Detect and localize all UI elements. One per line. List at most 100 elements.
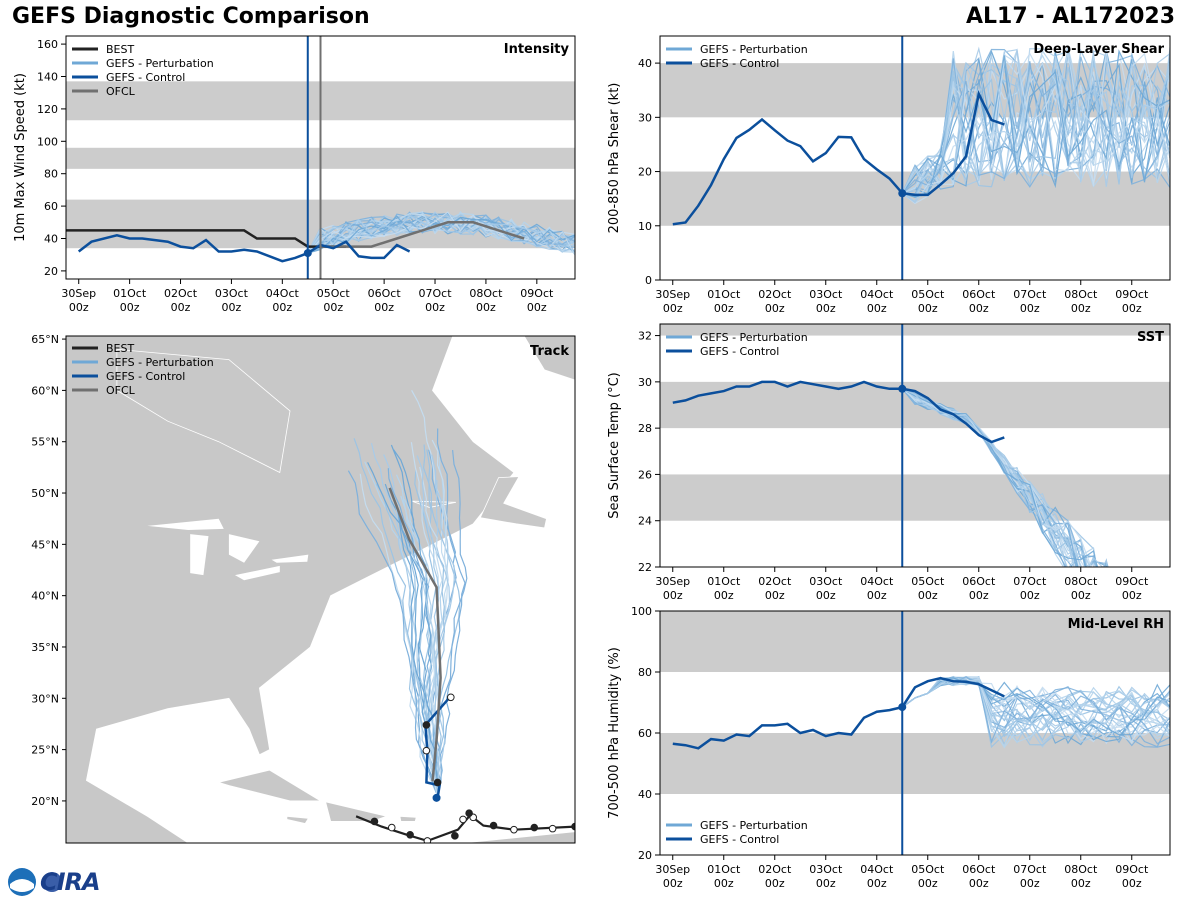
x-tick-label: 04Oct [860, 575, 894, 588]
x-tick-sublabel: 00z [918, 877, 938, 890]
perturbation-track-line [411, 390, 449, 796]
best-track-marker [571, 822, 575, 831]
x-tick-sublabel: 00z [765, 877, 785, 890]
x-tick-label: 06Oct [962, 863, 996, 876]
legend-label: GEFS - Control [106, 370, 185, 383]
best-track-marker [422, 721, 431, 729]
y-tick-label: 32 [638, 330, 652, 343]
lat-tick-label: 40°N [31, 590, 59, 603]
series-line-gefs-control [672, 676, 1005, 750]
intensity-chart: 20 40 60 80 100 120 140 160 10m Max Wind Speed (… [13, 35, 576, 314]
noaa-wave [10, 879, 34, 892]
legend-label: GEFS - Perturbation [700, 331, 808, 344]
perturbation-track-line [416, 455, 440, 796]
land-mass [116, 348, 291, 474]
y-tick-label: 60 [44, 200, 58, 213]
land-mass [479, 476, 547, 529]
series-line-gefs-control [672, 380, 1005, 444]
y-tick-label: 160 [37, 38, 58, 51]
y-tick-label: 20 [638, 849, 652, 862]
y-tick-label: 40 [638, 57, 652, 70]
perturbation-member-line [902, 49, 1170, 194]
y-tick-label: 60 [638, 727, 652, 740]
perturbation-track-line [396, 504, 439, 796]
x-tick-label: 07Oct [1013, 575, 1047, 588]
init-point-marker [898, 189, 907, 198]
y-tick-label: 40 [44, 233, 58, 246]
y-tick-label: 20 [44, 265, 58, 278]
perturbation-member-line [902, 55, 1170, 198]
perturbation-track-line [395, 474, 439, 796]
x-tick-label: 09Oct [1115, 288, 1149, 301]
y-tick-label: 100 [631, 605, 652, 618]
x-tick-sublabel: 00z [663, 877, 683, 890]
y-tick-label: 80 [638, 666, 652, 679]
x-tick-label: 04Oct [860, 863, 894, 876]
great-lake [271, 554, 309, 563]
x-tick-sublabel: 00z [374, 301, 394, 314]
x-tick-sublabel: 00z [1071, 589, 1091, 602]
x-tick-label: 30Sep [655, 863, 690, 876]
x-tick-sublabel: 00z [1122, 302, 1142, 315]
map-area [66, 336, 575, 843]
x-tick-sublabel: 00z [1020, 302, 1040, 315]
y-tick-label: 80 [44, 168, 58, 181]
perturbation-member-line [901, 50, 1170, 194]
x-tick-sublabel: 00z [765, 302, 785, 315]
legend-label: GEFS - Perturbation [700, 819, 808, 832]
x-tick-label: 08Oct [469, 287, 503, 300]
x-tick-label: 02Oct [758, 288, 792, 301]
perturbation-member-line [902, 54, 1170, 195]
x-tick-label: 01Oct [707, 863, 741, 876]
lat-tick-label: 20°N [31, 795, 59, 808]
perturbation-member-line [901, 680, 1170, 746]
x-tick-label: 03Oct [215, 287, 249, 300]
great-lake [147, 518, 224, 530]
x-tick-sublabel: 00z [816, 589, 836, 602]
lat-tick-label: 55°N [31, 436, 59, 449]
land-mass [286, 815, 309, 824]
plot-area [672, 675, 1170, 750]
x-tick-sublabel: 00z [714, 589, 734, 602]
legend-label: OFCL [106, 384, 136, 397]
x-tick-sublabel: 00z [816, 877, 836, 890]
plot-frame [659, 323, 1171, 568]
x-tick-sublabel: 00z [714, 302, 734, 315]
series-line-best [66, 229, 346, 248]
x-tick-label: 05Oct [317, 287, 351, 300]
series-line-gefs-control [672, 90, 1005, 226]
x-tick-label: 01Oct [707, 575, 741, 588]
x-tick-sublabel: 00z [1122, 877, 1142, 890]
perturbation-member-line [902, 388, 1098, 567]
panel-title: Track [530, 344, 569, 359]
best-track-marker [465, 809, 473, 818]
best-track-marker [433, 778, 442, 787]
best-track-marker [548, 824, 557, 833]
series-line-ofcl [320, 221, 525, 248]
x-tick-sublabel: 00z [867, 302, 887, 315]
best-track-marker [370, 817, 379, 826]
perturbation-track-line [436, 428, 466, 796]
x-tick-label: 08Oct [1064, 863, 1098, 876]
legend-label: GEFS - Control [700, 833, 779, 846]
plot-area [672, 380, 1109, 567]
y-tick-label: 10 [638, 220, 652, 233]
x-tick-sublabel: 00z [969, 302, 989, 315]
x-tick-label: 09Oct [1115, 863, 1149, 876]
x-tick-label: 03Oct [809, 288, 843, 301]
x-tick-sublabel: 00z [222, 301, 242, 314]
perturbation-member-line [902, 66, 1170, 197]
x-tick-label: 02Oct [758, 575, 792, 588]
x-tick-sublabel: 00z [120, 301, 140, 314]
perturbation-track-line [393, 449, 439, 796]
y-axis-label: Sea Surface Temp (°C) [607, 372, 622, 519]
ofcl-track-line [388, 487, 442, 782]
x-tick-label: 30Sep [655, 288, 690, 301]
cira-logo [8, 868, 62, 896]
perturbation-member-line [901, 56, 1170, 194]
x-tick-label: 01Oct [113, 287, 147, 300]
x-tick-label: 03Oct [809, 575, 843, 588]
y-axis-label: 200-850 hPa Shear (kt) [607, 83, 622, 234]
threshold-band [660, 733, 1170, 794]
